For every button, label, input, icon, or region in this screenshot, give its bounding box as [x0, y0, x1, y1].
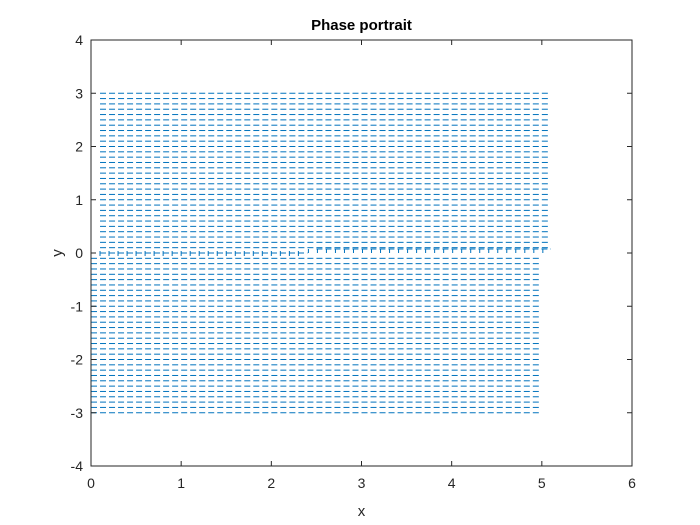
axes: 0 1 2 3 4 5 6 -4 -3 -2 -1 0 1 2 3 4 — [71, 32, 637, 491]
chart-title: Phase portrait — [311, 17, 412, 34]
x-tick-label: 6 — [628, 475, 636, 491]
y-tick-label: 2 — [75, 139, 83, 155]
x-tick-label: 3 — [358, 475, 366, 491]
y-tick-label: -3 — [71, 405, 84, 421]
x-tick-label: 4 — [448, 475, 456, 491]
y-axis-label: y — [49, 249, 66, 257]
x-tick-label: 2 — [267, 475, 275, 491]
y-tick-label: 3 — [75, 85, 83, 101]
y-tick-label: -4 — [71, 458, 84, 474]
y-tick-label: -1 — [71, 298, 84, 314]
x-axis-label: x — [358, 503, 366, 520]
y-tick-label: 1 — [75, 192, 83, 208]
x-tick-label: 1 — [177, 475, 185, 491]
x-tick-label: 5 — [538, 475, 546, 491]
x-tick-label: 0 — [87, 475, 95, 491]
quiver-arrows — [90, 92, 551, 414]
y-tick-label: -2 — [71, 352, 84, 368]
y-tick-label: 0 — [75, 245, 83, 261]
y-tick-label: 4 — [75, 32, 83, 48]
